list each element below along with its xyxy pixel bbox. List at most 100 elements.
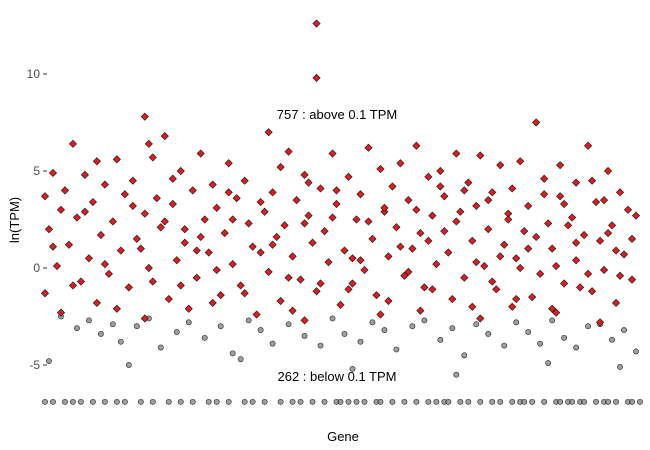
data-point-above — [300, 219, 309, 228]
data-point-above — [524, 201, 533, 211]
data-point-above — [476, 314, 485, 323]
data-point-below — [381, 327, 388, 333]
data-point-above — [180, 238, 189, 247]
data-point-below — [361, 398, 368, 405]
data-point-above — [384, 296, 393, 306]
data-point-below — [317, 342, 324, 349]
data-point-above — [556, 161, 565, 170]
data-point-above — [440, 227, 449, 236]
data-point-above — [484, 225, 493, 234]
data-point-above — [631, 211, 641, 220]
data-point-below — [245, 317, 252, 324]
data-point-above — [468, 302, 477, 311]
data-point-above — [599, 265, 609, 275]
data-point-above — [268, 188, 277, 197]
data-point-above — [60, 186, 70, 195]
data-point-below — [593, 398, 599, 405]
data-point-above — [484, 196, 493, 205]
data-point-above — [268, 240, 277, 249]
data-point-above — [276, 163, 285, 172]
data-point-above — [260, 207, 269, 216]
data-point-above — [164, 294, 173, 304]
data-point-above — [48, 242, 58, 251]
data-point-above — [160, 131, 169, 141]
data-point-above — [404, 267, 413, 276]
data-point-above — [328, 213, 337, 222]
data-point-above — [572, 238, 581, 247]
data-point-above — [96, 230, 106, 240]
data-point-above — [112, 155, 121, 164]
y-axis: -5 0 5 10 — [27, 67, 47, 372]
data-point-above — [412, 205, 421, 214]
data-point-above — [112, 304, 121, 313]
data-point-above — [508, 184, 517, 193]
data-point-above — [264, 267, 273, 276]
data-point-below — [257, 327, 264, 333]
data-point-above — [508, 302, 517, 311]
data-point-below — [605, 398, 611, 405]
data-point-above — [528, 293, 537, 302]
data-point-below — [513, 319, 520, 326]
data-point-below — [50, 398, 56, 405]
data-point-below — [189, 398, 196, 405]
data-point-above — [556, 192, 565, 201]
data-point-above — [460, 273, 469, 282]
data-point-below — [569, 398, 576, 405]
data-point-above — [216, 291, 225, 300]
data-point-below — [561, 334, 568, 341]
data-point-below — [633, 348, 639, 355]
data-point-below — [109, 321, 116, 328]
data-point-above — [579, 230, 589, 240]
data-point-below — [125, 362, 132, 368]
data-point-above — [312, 287, 321, 296]
data-point-above — [284, 273, 293, 282]
data-point-above — [452, 149, 461, 158]
data-point-above — [456, 207, 465, 216]
data-point-below — [269, 340, 276, 347]
data-point-above — [536, 269, 545, 278]
data-point-below — [42, 398, 48, 405]
data-point-above — [64, 240, 74, 249]
data-point-above — [176, 281, 185, 290]
data-point-above — [516, 157, 525, 166]
data-point-above — [591, 197, 601, 207]
data-point-above — [244, 219, 253, 228]
data-point-above — [356, 190, 365, 199]
data-point-above — [488, 188, 497, 197]
data-point-above — [196, 149, 205, 158]
data-point-above — [348, 279, 357, 288]
data-point-above — [476, 151, 485, 160]
data-point-above — [92, 157, 102, 166]
data-point-below — [473, 321, 480, 328]
data-point-below — [205, 398, 212, 405]
data-point-below — [349, 365, 356, 372]
data-point-above — [72, 213, 82, 222]
data-point-above — [548, 244, 557, 253]
data-point-below — [241, 398, 248, 405]
data-point-below — [521, 398, 528, 405]
data-point-below — [445, 398, 452, 405]
data-point-above — [188, 186, 197, 195]
data-point-below — [357, 338, 364, 345]
data-point-above — [68, 139, 78, 148]
data-point-above — [368, 234, 377, 243]
data-point-above — [80, 207, 90, 216]
data-point-below — [165, 398, 172, 405]
data-point-below — [497, 398, 504, 405]
data-point-above — [372, 291, 381, 300]
data-point-below — [70, 398, 76, 405]
data-point-below — [477, 398, 484, 405]
data-point-above — [192, 273, 201, 282]
data-point-above — [432, 260, 441, 269]
data-point-above — [627, 234, 637, 243]
data-point-above — [304, 178, 313, 187]
data-point-above — [552, 308, 561, 317]
data-point-below — [173, 329, 180, 335]
data-point-below — [637, 398, 643, 405]
data-point-below — [137, 398, 144, 405]
data-point-below — [525, 329, 532, 335]
data-point-above — [136, 244, 145, 253]
data-point-below — [149, 398, 156, 405]
data-point-above — [132, 234, 141, 243]
data-point-below — [113, 398, 120, 405]
